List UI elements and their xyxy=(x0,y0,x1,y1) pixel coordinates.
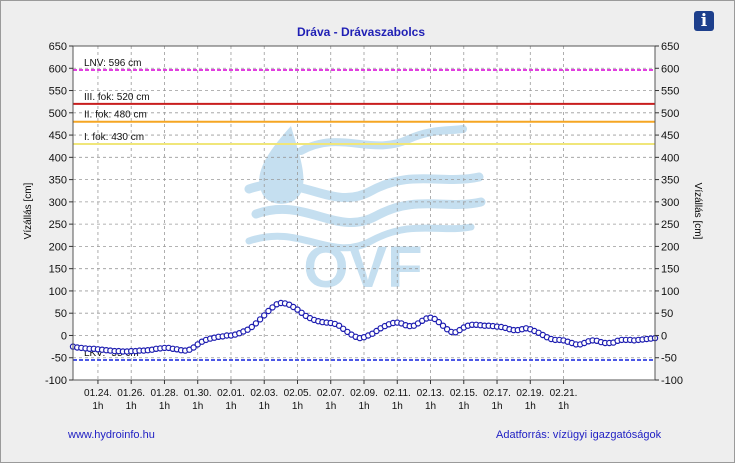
x-tick-label: 02.03. xyxy=(250,388,278,399)
y-tick-label-right: 550 xyxy=(661,86,679,98)
x-tick-label: 02.19. xyxy=(516,388,544,399)
y-tick-label-left: 150 xyxy=(49,264,67,276)
hydroinfo-link[interactable]: www.hydroinfo.hu xyxy=(68,429,155,441)
reference-line-label: III. fok: 520 cm xyxy=(84,92,150,103)
y-tick-label-left: 550 xyxy=(49,86,67,98)
y-tick-label-right: 400 xyxy=(661,152,679,164)
y-axis-left: -100 -50 0 50 100 150 200 250 300 350 400 450 500 550… xyxy=(45,41,73,387)
y-tick-label-left: -50 xyxy=(51,353,67,365)
reference-line-label: I. fok: 430 cm xyxy=(84,132,144,143)
y-tick-label-left: 100 xyxy=(49,286,67,298)
x-tick-sublabel: 1h xyxy=(392,401,403,412)
y-tick-label-right: -50 xyxy=(661,353,677,365)
y-tick-label-right: 150 xyxy=(661,264,679,276)
x-tick-label: 02.21. xyxy=(550,388,578,399)
watermark-wave xyxy=(297,125,467,155)
plot-area: OVF LNV: 596 cm III. fok: 520 cm II. fok: … xyxy=(69,45,659,381)
y-tick-label-left: -100 xyxy=(45,375,67,387)
y-tick-label-right: 200 xyxy=(661,241,679,253)
data-point xyxy=(294,306,301,313)
watermark-wave xyxy=(251,197,486,228)
data-point xyxy=(335,322,343,329)
data-point xyxy=(431,315,438,323)
x-tick-label: 01.30. xyxy=(184,388,212,399)
x-tick-sublabel: 1h xyxy=(225,401,236,412)
y-tick-label-right: 300 xyxy=(661,197,679,209)
x-tick-sublabel: 1h xyxy=(558,401,569,412)
y-tick-label-left: 650 xyxy=(49,41,67,53)
y-tick-label-right: 600 xyxy=(661,63,679,75)
y-tick-label-left: 300 xyxy=(49,197,67,209)
y-tick-label-right: 500 xyxy=(661,108,679,120)
y-tick-label-right: 100 xyxy=(661,286,679,298)
data-point xyxy=(435,318,442,326)
y-tick-label-left: 200 xyxy=(49,241,67,253)
data-point xyxy=(252,320,260,327)
x-tick-sublabel: 1h xyxy=(425,401,436,412)
x-axis: 01.24. 1h 01.26. 1h 01.28. 1h 01.30. 1h 02.01. 1h… xyxy=(84,380,577,412)
y-tick-label-left: 350 xyxy=(49,175,67,187)
x-tick-sublabel: 1h xyxy=(92,401,103,412)
series-water-level xyxy=(69,299,659,355)
y-tick-label-right: 250 xyxy=(661,219,679,231)
ovf-watermark: OVF xyxy=(244,125,486,300)
x-tick-label: 02.15. xyxy=(450,388,478,399)
y-tick-label-left: 0 xyxy=(61,330,67,342)
data-point xyxy=(340,325,347,332)
x-tick-sublabel: 1h xyxy=(525,401,536,412)
data-point xyxy=(298,309,305,316)
x-tick-label: 02.11. xyxy=(384,388,411,399)
y-tick-label-right: 450 xyxy=(661,130,679,142)
y-tick-label-left: 50 xyxy=(55,308,67,320)
data-point xyxy=(256,316,264,323)
y-tick-label-right: 50 xyxy=(661,308,673,320)
chart-title: Dráva - Drávaszabolcs xyxy=(297,25,425,39)
x-tick-sublabel: 1h xyxy=(458,401,469,412)
data-point xyxy=(261,312,268,319)
y-tick-label-right: 350 xyxy=(661,175,679,187)
x-tick-sublabel: 1h xyxy=(325,401,336,412)
y-tick-label-left: 250 xyxy=(49,219,67,231)
x-tick-sublabel: 1h xyxy=(292,401,303,412)
x-tick-sublabel: 1h xyxy=(126,401,137,412)
data-point xyxy=(265,307,272,315)
x-tick-label: 01.24. xyxy=(84,388,112,399)
data-source-text: Adatforrás: vízügyi igazgatóságok xyxy=(496,429,662,441)
y-tick-label-left: 600 xyxy=(49,63,67,75)
data-point xyxy=(439,322,447,329)
watermark-wave xyxy=(245,223,475,252)
data-point xyxy=(269,304,276,311)
y-tick-label-right: -100 xyxy=(661,375,683,387)
info-icon[interactable]: i xyxy=(694,11,714,31)
x-tick-sublabel: 1h xyxy=(159,401,170,412)
x-tick-label: 02.05. xyxy=(284,388,312,399)
x-tick-label: 02.01. xyxy=(217,388,245,399)
y-tick-label-left: 400 xyxy=(49,152,67,164)
x-tick-sublabel: 1h xyxy=(192,401,203,412)
y-axis-right: -100 -50 0 50 100 150 200 250 300 350 400 450 500 550… xyxy=(655,41,683,387)
x-tick-label: 02.09. xyxy=(350,388,378,399)
x-tick-label: 01.26. xyxy=(117,388,145,399)
y-tick-label-right: 0 xyxy=(661,330,667,342)
data-point xyxy=(248,323,255,331)
x-tick-label: 01.28. xyxy=(151,388,179,399)
y-tick-label-right: 650 xyxy=(661,41,679,53)
y-axis-label-right: Vízállás [cm] xyxy=(692,183,703,240)
x-tick-label: 02.17. xyxy=(483,388,511,399)
y-tick-label-left: 500 xyxy=(49,108,67,120)
y-axis-label-left: Vízállás [cm] xyxy=(23,182,34,239)
reference-line-label: II. fok: 480 cm xyxy=(84,110,147,121)
data-point xyxy=(190,344,197,351)
x-tick-sublabel: 1h xyxy=(358,401,369,412)
x-tick-label: 02.07. xyxy=(317,388,345,399)
watermark-text: OVF xyxy=(303,235,422,300)
reference-line-label: LNV: 596 cm xyxy=(84,58,141,69)
x-tick-sublabel: 1h xyxy=(259,401,270,412)
y-tick-label-left: 450 xyxy=(49,130,67,142)
x-tick-label: 02.13. xyxy=(417,388,445,399)
watermark-wave xyxy=(244,172,484,203)
x-tick-sublabel: 1h xyxy=(491,401,502,412)
